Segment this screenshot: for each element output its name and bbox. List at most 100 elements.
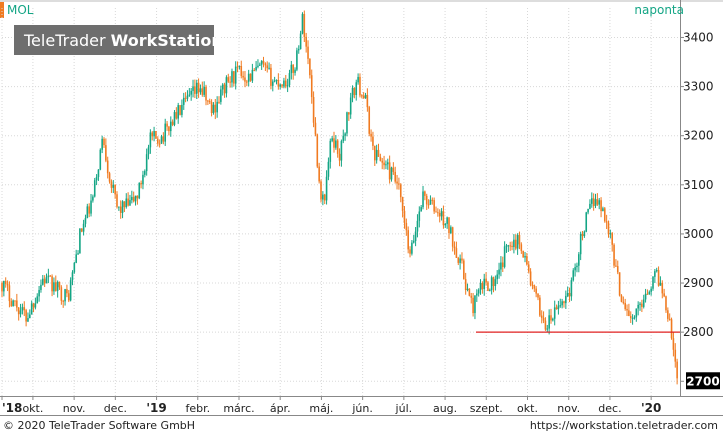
last-price-label: 2700 <box>686 374 719 388</box>
candle-body <box>179 105 181 115</box>
candle-body <box>379 156 382 161</box>
candle-body <box>373 145 376 161</box>
candle-body <box>364 94 367 99</box>
candle-body <box>207 100 209 102</box>
x-tick-label: szept. <box>470 402 503 415</box>
candle-body <box>164 123 167 142</box>
candle-body <box>637 304 639 309</box>
candle-body <box>238 65 241 67</box>
x-axis-ticks: '18 okt. nov. dec. '19 febr. márc. ápr. máj. jún.… <box>1 396 661 415</box>
candle-body <box>490 277 493 291</box>
candle-body <box>346 112 348 134</box>
x-tick-label: dec. <box>104 402 127 415</box>
candle-body <box>110 181 113 188</box>
candle-body <box>119 206 122 213</box>
x-tick-label: dec. <box>598 402 621 415</box>
y-tick-label: 3400 <box>683 30 714 44</box>
candle-body <box>665 296 667 311</box>
candle-body <box>429 199 432 205</box>
x-tick-label: '19 <box>146 401 166 415</box>
y-axis-ticks: 2800 2900 3000 3100 3200 3300 3400 <box>680 30 714 382</box>
x-tick-label: nov. <box>63 402 86 415</box>
candle-body <box>105 145 107 161</box>
candle-body <box>361 95 363 97</box>
last-price-box <box>686 372 720 390</box>
candle-body <box>220 89 222 102</box>
candle-body <box>214 104 217 113</box>
candle-body <box>476 293 478 296</box>
candle-body <box>351 87 354 98</box>
candle-body <box>550 315 552 321</box>
candle-body <box>676 361 678 379</box>
candle-body <box>533 285 536 289</box>
candle-body <box>201 88 204 95</box>
candle-body <box>62 300 65 302</box>
candle-body <box>383 162 385 166</box>
candle-body <box>49 275 52 277</box>
x-tick-label: júl. <box>395 402 413 415</box>
candle-body <box>323 194 326 201</box>
candle-body <box>583 231 586 237</box>
candle-body <box>60 287 63 301</box>
candle-body <box>296 50 298 70</box>
candle-body <box>578 254 580 266</box>
candle-body <box>69 280 72 301</box>
candle-body <box>281 84 283 87</box>
candle-body <box>322 194 324 200</box>
candle-body <box>425 195 428 205</box>
candle-body <box>424 191 426 196</box>
candle-body <box>357 76 359 83</box>
candle-body <box>483 278 486 290</box>
y-tick-label: 2800 <box>683 325 714 339</box>
candle-body <box>140 182 142 185</box>
candle-body <box>312 97 315 123</box>
candle-body <box>403 210 406 223</box>
candle-body <box>628 310 630 317</box>
candle-body <box>514 239 517 249</box>
candle-body <box>225 77 228 94</box>
candle-body <box>336 140 339 154</box>
candle-body <box>615 265 617 267</box>
candle-body <box>477 290 480 294</box>
candle-body <box>342 135 345 142</box>
candle-body <box>160 136 163 144</box>
candle-body <box>394 171 396 182</box>
candle-body <box>301 13 304 34</box>
brand-regular: TeleTrader <box>23 31 111 50</box>
candle-body <box>86 206 89 219</box>
candle-body <box>505 245 508 247</box>
candle-body <box>353 87 356 95</box>
candle-body <box>257 65 259 67</box>
candle-body <box>270 67 272 86</box>
candle-body <box>30 303 33 315</box>
y-tick-label: 3100 <box>683 178 714 192</box>
candle-body <box>388 162 391 180</box>
candle-body <box>349 97 352 115</box>
candle-body <box>17 307 20 315</box>
candle-body <box>652 276 654 289</box>
candle-body <box>299 33 302 50</box>
candle-body <box>114 184 116 195</box>
candle-body <box>565 295 567 304</box>
candle-body <box>307 46 309 59</box>
candle-body <box>314 122 317 135</box>
candle-body <box>259 64 261 66</box>
candle-body <box>262 60 265 64</box>
candle-body <box>437 212 439 214</box>
candle-body <box>6 283 9 286</box>
candle-body <box>418 211 421 221</box>
candle-body <box>32 303 35 308</box>
candle-body <box>77 253 79 255</box>
candle-body <box>600 200 602 212</box>
candle-body <box>590 198 593 204</box>
candle-body <box>344 133 346 136</box>
candle-body <box>503 246 506 267</box>
candle-body <box>125 198 128 208</box>
candle-body <box>132 196 135 202</box>
candle-body <box>181 104 183 115</box>
candle-body <box>522 250 524 258</box>
candle-body <box>227 77 230 82</box>
candle-body <box>507 245 510 247</box>
candle-body <box>667 310 669 319</box>
candle-body <box>320 181 322 200</box>
